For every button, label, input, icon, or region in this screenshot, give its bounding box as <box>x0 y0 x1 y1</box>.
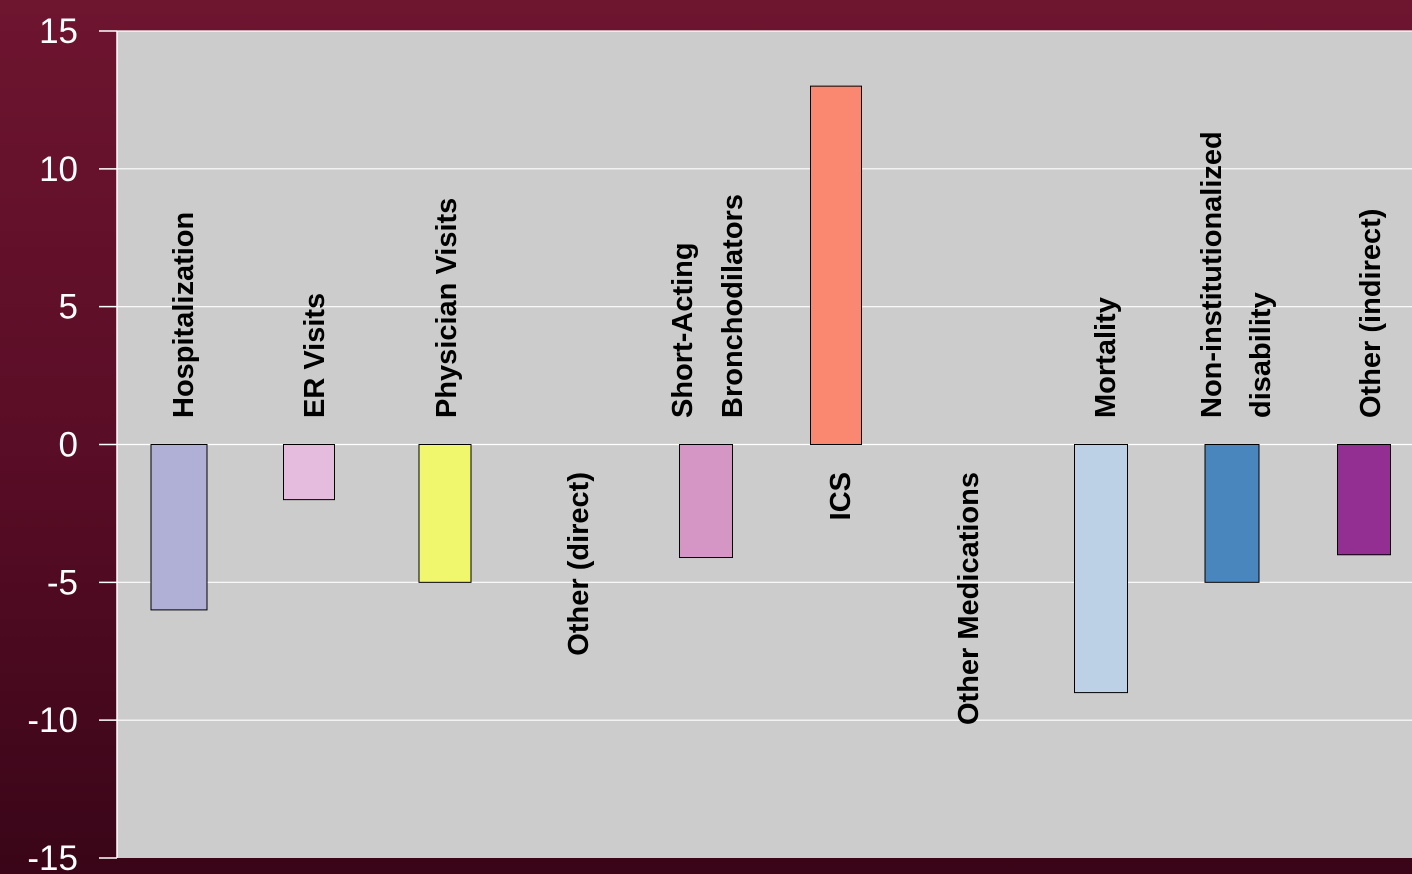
category-label: Physician Visits <box>431 198 463 418</box>
bar-8 <box>1204 444 1260 583</box>
category-label: Bronchodilators <box>717 194 749 418</box>
y-axis: 15 10 5 0 -5 -10 -15 <box>27 12 1412 874</box>
y-tick-label: 10 <box>39 150 78 189</box>
bar-5 <box>810 85 862 445</box>
category-label: Other Medications <box>953 472 985 725</box>
y-tick-label: -10 <box>27 701 78 740</box>
bar-1 <box>283 444 335 501</box>
y-tick-label: 5 <box>59 288 78 327</box>
bar-2 <box>418 444 472 583</box>
category-label: Short-Acting <box>667 242 699 418</box>
category-label: Other (direct) <box>563 472 595 656</box>
category-label: ICS <box>825 472 857 520</box>
category-label: disability <box>1245 292 1277 418</box>
bar-4 <box>679 444 733 559</box>
category-label: Other (indirect) <box>1355 209 1387 418</box>
y-tick-label: -15 <box>27 839 78 874</box>
category-label: Mortality <box>1090 297 1122 418</box>
bar-9 <box>1337 444 1391 556</box>
category-label: Hospitalization <box>168 212 200 418</box>
y-tick-label: 15 <box>39 12 78 51</box>
bars <box>150 85 1391 694</box>
bar-0 <box>150 444 208 611</box>
y-tick-label: -5 <box>47 563 78 602</box>
bar-7 <box>1074 444 1128 694</box>
y-tick-label: 0 <box>59 426 78 465</box>
category-label: Non-institutionalized <box>1196 131 1228 418</box>
category-label: ER Visits <box>299 293 331 418</box>
category-labels: Hospitalization ER Visits Physician Visits… <box>168 131 1387 725</box>
